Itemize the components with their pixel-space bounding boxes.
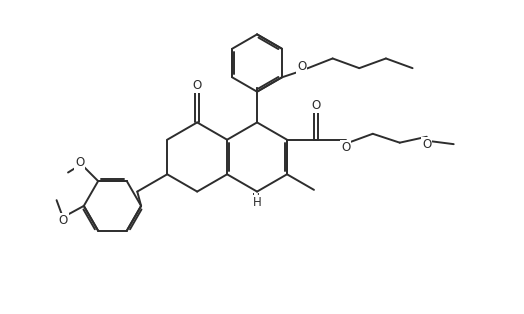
Text: H: H <box>252 193 260 203</box>
Text: O: O <box>192 79 202 92</box>
Text: O: O <box>59 214 68 227</box>
Text: O: O <box>297 60 306 73</box>
Text: H: H <box>253 196 261 209</box>
Text: O: O <box>341 141 351 154</box>
Text: O: O <box>422 138 431 151</box>
Text: O: O <box>75 156 84 169</box>
Text: O: O <box>312 99 321 112</box>
